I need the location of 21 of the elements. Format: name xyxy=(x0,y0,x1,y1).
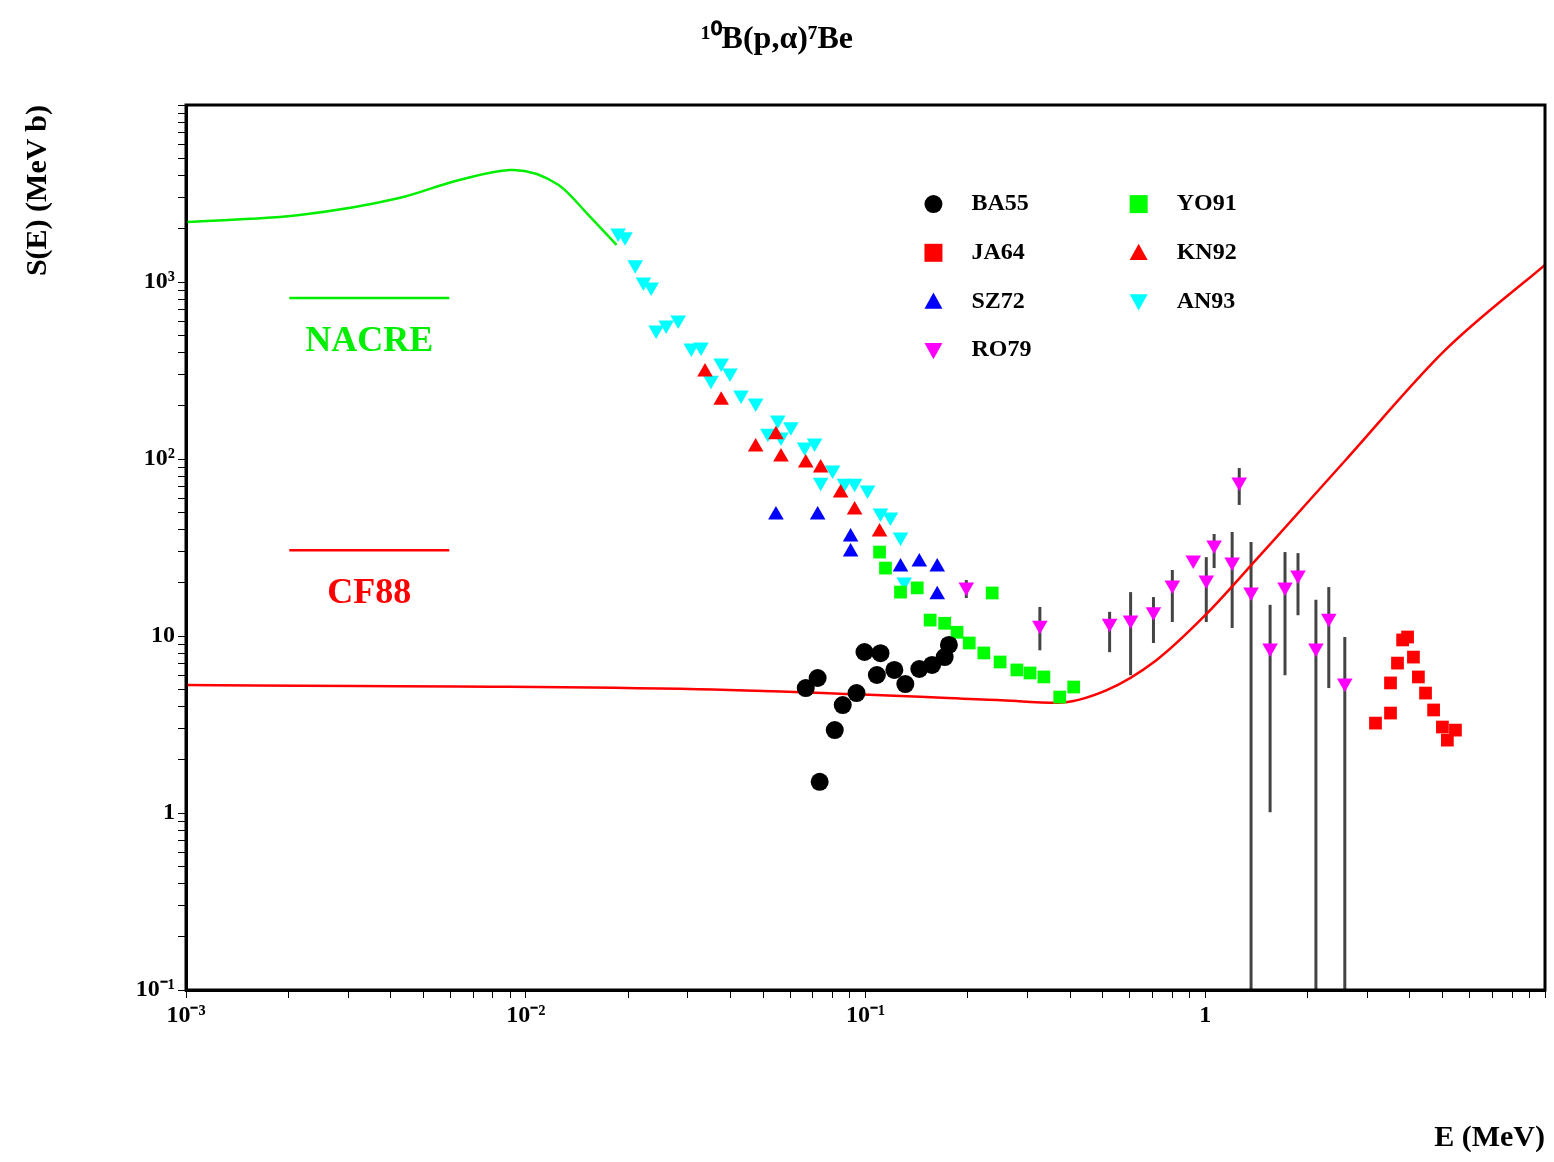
chart-title: ¹⁰B(p,α)⁷Be xyxy=(700,19,854,56)
y-tick-label: 10³ xyxy=(143,267,175,294)
legend-label: YO91 xyxy=(1176,189,1237,216)
x-tick-label: 10⁻² xyxy=(506,1000,546,1027)
x-tick-label: 1 xyxy=(1199,1000,1212,1027)
legend-label: KN92 xyxy=(1176,238,1237,264)
legend-label: RO79 xyxy=(971,335,1032,362)
legend-label: AN93 xyxy=(1176,286,1236,313)
y-tick-label: 10² xyxy=(143,444,175,471)
legend-label: JA64 xyxy=(971,238,1025,264)
y-tick-label: 10 xyxy=(151,621,175,648)
text: CF88 xyxy=(327,571,412,612)
y-tick-label: 1 xyxy=(163,798,175,825)
x-tick-label: 10⁻³ xyxy=(166,1000,206,1027)
legend-label: SZ72 xyxy=(971,286,1025,313)
text: NACRE xyxy=(305,319,434,360)
x-tick-label: 10⁻¹ xyxy=(845,1000,886,1027)
x-axis-title: E (MeV) xyxy=(1434,1118,1545,1153)
legend-label: BA55 xyxy=(971,189,1029,216)
y-tick-label: 10⁻¹ xyxy=(135,975,175,1002)
y-axis-title: S(E) (MeV b) xyxy=(18,105,53,277)
